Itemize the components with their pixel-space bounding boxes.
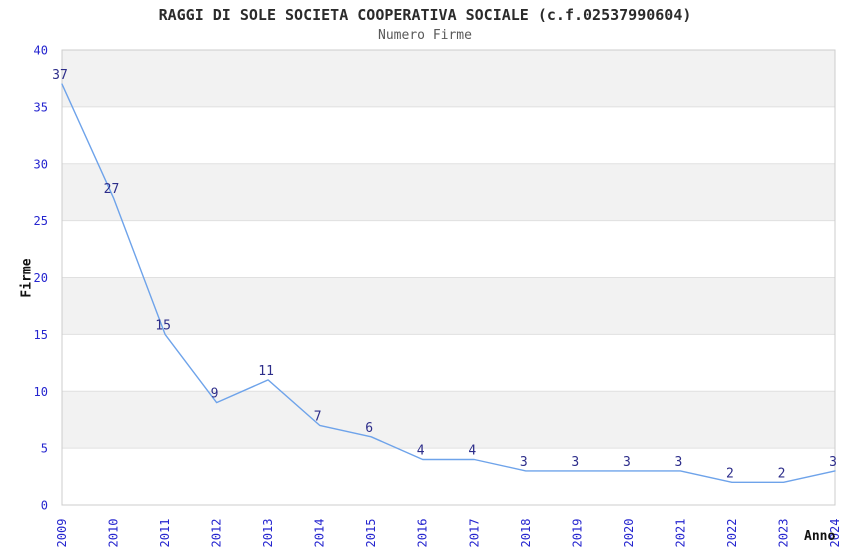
data-point-label: 6 [365, 421, 373, 436]
y-tick-label: 15 [34, 328, 48, 342]
plot-border [61, 49, 836, 506]
chart-title: RAGGI DI SOLE SOCIETA COOPERATIVA SOCIAL… [158, 6, 692, 24]
x-tick-label: 2011 [158, 519, 172, 548]
y-tick-label: 25 [34, 214, 48, 228]
x-tick-label: 2023 [777, 519, 791, 548]
grid-band [62, 277, 835, 335]
x-tick-label: 2010 [107, 519, 121, 548]
y-tick-label: 5 [41, 442, 48, 456]
x-tick-label: 2014 [313, 519, 327, 548]
grid-band [62, 391, 835, 449]
x-tick-label: 2012 [210, 519, 224, 548]
x-tick-label: 2024 [828, 519, 842, 548]
data-point-label: 27 [104, 182, 120, 197]
x-tick-label: 2013 [261, 519, 275, 548]
data-point-label: 9 [211, 387, 219, 402]
series-line [61, 83, 836, 483]
x-tick-label: 2019 [570, 519, 584, 548]
y-tick-label: 35 [34, 100, 48, 114]
x-tick-label: 2016 [416, 519, 430, 548]
x-tick-label: 2020 [622, 519, 636, 548]
data-point-label: 3 [520, 455, 528, 470]
data-point-label: 15 [155, 318, 171, 333]
data-point-label: 2 [778, 466, 786, 481]
data-point-label: 4 [468, 444, 476, 459]
data-point-label: 3 [829, 455, 837, 470]
y-tick-label: 0 [41, 499, 48, 513]
x-tick-label: 2009 [55, 519, 69, 548]
y-tick-label: 40 [34, 44, 48, 58]
data-point-label: 3 [674, 455, 682, 470]
data-point-label: 2 [726, 466, 734, 481]
x-tick-label: 2015 [364, 519, 378, 548]
y-axis-title: Firme [19, 258, 35, 298]
data-point-label: 3 [623, 455, 631, 470]
x-axis-title: Anno [804, 529, 836, 544]
chart-subtitle: Numero Firme [378, 28, 472, 43]
grid-band [62, 163, 835, 221]
grid-band [62, 50, 835, 107]
data-point-label: 7 [314, 409, 322, 424]
x-tick-label: 2018 [519, 519, 533, 548]
y-tick-label: 30 [34, 157, 48, 171]
y-tick-label: 20 [34, 271, 48, 285]
y-tick-label: 10 [34, 385, 48, 399]
x-tick-label: 2022 [725, 519, 739, 548]
data-point-label: 3 [571, 455, 579, 470]
x-tick-label: 2017 [467, 519, 481, 548]
data-point-label: 37 [52, 68, 68, 83]
data-point-label: 4 [417, 444, 425, 459]
x-tick-label: 2021 [673, 519, 687, 548]
data-point-label: 11 [258, 364, 274, 379]
